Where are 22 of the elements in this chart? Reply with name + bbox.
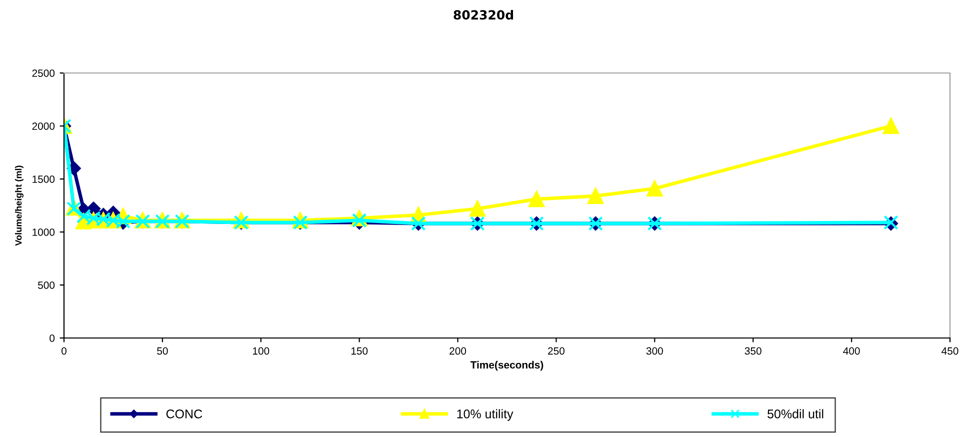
x-axis-title: Time(seconds) bbox=[470, 360, 544, 371]
x-tick-label: 0 bbox=[62, 347, 66, 355]
x-tick-label: 100 bbox=[252, 347, 270, 355]
chart-title: 802320d bbox=[454, 10, 514, 20]
x-tick-label: 50 bbox=[157, 347, 168, 355]
x-tick-label: 200 bbox=[450, 347, 466, 355]
y-tick-label: 2500 bbox=[32, 70, 55, 77]
x-tick-label: 350 bbox=[744, 347, 762, 355]
x-tick-label: 300 bbox=[646, 347, 663, 355]
x-tick-label: 150 bbox=[351, 347, 368, 355]
y-tick-label: 0 bbox=[50, 334, 55, 342]
legend-label: CONC bbox=[166, 410, 202, 418]
legend-label: 50%dil util bbox=[768, 409, 824, 418]
x-tick-label: 450 bbox=[942, 347, 958, 355]
y-tick-label: 2000 bbox=[32, 122, 55, 130]
x-tick-label: 250 bbox=[548, 347, 565, 355]
y-axis-title: Volume/height (ml) bbox=[15, 166, 24, 246]
legend-label: 10% utility bbox=[457, 409, 514, 421]
y-tick-label: 1000 bbox=[32, 228, 55, 236]
y-tick-label: 500 bbox=[38, 282, 55, 289]
y-tick-label: 1500 bbox=[32, 176, 55, 183]
x-tick-label: 400 bbox=[843, 347, 860, 355]
